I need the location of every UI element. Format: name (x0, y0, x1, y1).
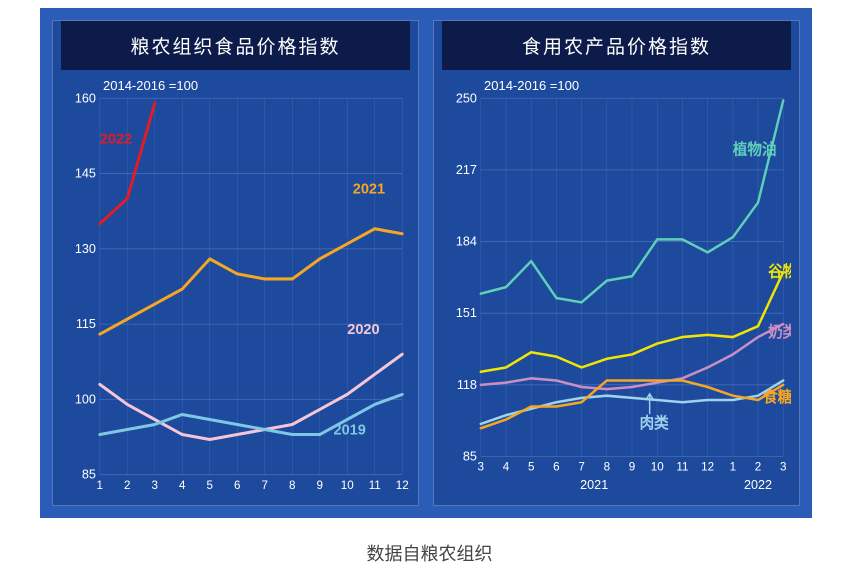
svg-text:食糖: 食糖 (763, 388, 791, 406)
svg-text:5: 5 (207, 478, 214, 492)
left-plot: 2014-2016 =100 8510011513014516012345678… (61, 76, 410, 501)
svg-text:4: 4 (179, 478, 186, 492)
left-title: 粮农组织食品价格指数 (61, 21, 410, 70)
svg-text:10: 10 (651, 459, 664, 473)
svg-text:2022: 2022 (100, 131, 132, 147)
svg-text:10: 10 (341, 478, 354, 492)
svg-text:130: 130 (75, 241, 96, 256)
svg-text:肉类: 肉类 (640, 414, 669, 432)
svg-text:85: 85 (463, 448, 477, 463)
svg-text:2022: 2022 (744, 477, 772, 492)
right-baseline: 2014-2016 =100 (484, 78, 579, 93)
svg-text:谷物: 谷物 (768, 262, 791, 280)
chart-frame: 粮农组织食品价格指数 2014-2016 =100 85100115130145… (40, 8, 812, 518)
svg-text:6: 6 (234, 478, 241, 492)
svg-text:1: 1 (730, 459, 737, 473)
svg-text:7: 7 (578, 459, 584, 473)
svg-text:217: 217 (456, 162, 477, 177)
left-panel: 粮农组织食品价格指数 2014-2016 =100 85100115130145… (52, 20, 419, 506)
svg-text:2021: 2021 (353, 181, 385, 197)
svg-text:151: 151 (456, 305, 477, 320)
svg-text:9: 9 (629, 459, 636, 473)
svg-text:8: 8 (289, 478, 296, 492)
svg-text:5: 5 (528, 459, 535, 473)
svg-text:1: 1 (97, 478, 104, 492)
svg-text:植物油: 植物油 (732, 140, 777, 158)
right-title: 食用农产品价格指数 (442, 21, 791, 70)
svg-text:11: 11 (676, 459, 688, 473)
svg-text:118: 118 (457, 377, 477, 392)
svg-text:160: 160 (75, 90, 96, 105)
left-baseline: 2014-2016 =100 (103, 78, 198, 93)
svg-text:85: 85 (82, 466, 96, 481)
svg-text:2021: 2021 (580, 477, 608, 492)
svg-text:250: 250 (456, 90, 477, 105)
svg-text:145: 145 (75, 165, 96, 180)
svg-text:2: 2 (755, 459, 761, 473)
svg-text:3: 3 (478, 459, 485, 473)
svg-text:9: 9 (317, 478, 324, 492)
svg-text:184: 184 (456, 233, 477, 248)
svg-text:奶类: 奶类 (768, 323, 791, 341)
source-caption: 数据自粮农组织 (0, 540, 859, 566)
svg-text:6: 6 (553, 459, 560, 473)
svg-text:4: 4 (503, 459, 510, 473)
svg-text:2: 2 (124, 478, 130, 492)
svg-text:7: 7 (262, 478, 268, 492)
svg-text:8: 8 (604, 459, 611, 473)
svg-text:2020: 2020 (347, 322, 379, 338)
right-panel: 食用农产品价格指数 2014-2016 =100 851181511842172… (433, 20, 800, 506)
svg-text:2019: 2019 (334, 422, 366, 438)
svg-text:12: 12 (701, 459, 714, 473)
svg-text:11: 11 (369, 478, 381, 492)
svg-text:115: 115 (76, 316, 96, 331)
svg-text:3: 3 (780, 459, 787, 473)
svg-text:100: 100 (75, 391, 96, 406)
right-plot: 2014-2016 =100 85 118 151 184 217 250 3 4 5 6 7 8 9 1… (442, 76, 791, 501)
svg-text:12: 12 (396, 478, 409, 492)
svg-text:3: 3 (152, 478, 159, 492)
